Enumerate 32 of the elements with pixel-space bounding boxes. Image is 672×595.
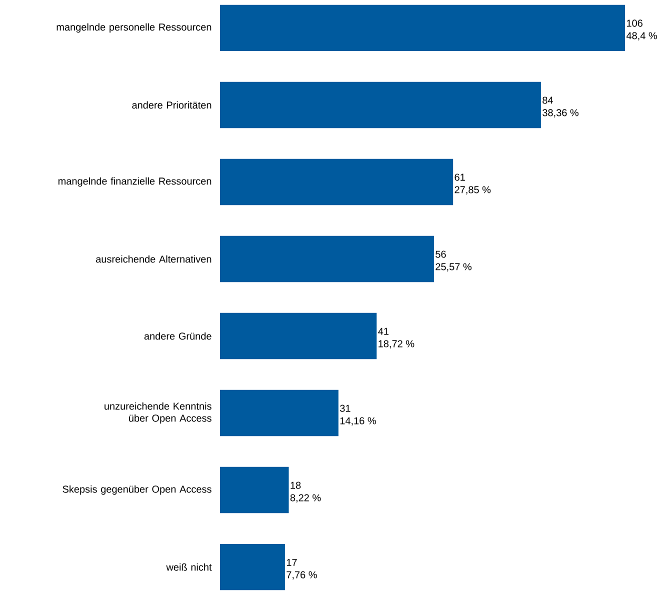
data-label: 31 [340, 404, 350, 412]
y-tick-label: andere Prioritäten [132, 101, 212, 109]
bar [220, 82, 541, 128]
bar [220, 312, 377, 360]
data-label: 56 [436, 250, 446, 258]
annotation: 48,4 % [626, 32, 658, 40]
y-tick-label: mangelnde finanzielle Ressourcen [58, 177, 212, 187]
bar [220, 466, 289, 514]
bar [220, 4, 626, 52]
annotation: 27,85 % [454, 186, 491, 194]
data-label: 17 [286, 558, 297, 566]
data-label: 61 [454, 174, 465, 181]
y-tick-label: Skepsis gegenüber Open Access [62, 485, 212, 495]
annotation: 18,72 % [378, 340, 414, 348]
data-label: 106 [626, 20, 642, 27]
bar [220, 390, 338, 436]
y-tick-label: mangelnde personelle Ressourcen [56, 23, 212, 33]
bar [220, 158, 454, 206]
y-tick-label: ausreichende Alternativen [96, 255, 212, 263]
annotation: 14,16 % [340, 417, 376, 426]
annotation: 25,57 % [436, 263, 472, 272]
annotation: 8,22 % [290, 494, 321, 503]
y-tick-label: andere Gründe [144, 332, 212, 340]
bar [220, 236, 434, 282]
y-tick-label: unzureichende Kenntnis über Open Access [104, 402, 212, 424]
y-tick-label: weiß nicht [166, 563, 212, 571]
data-label: 84 [542, 96, 553, 104]
bar [220, 544, 285, 590]
data-label: 41 [378, 328, 389, 335]
annotation: 38,36 % [542, 109, 578, 118]
annotation: 7,76 % [286, 571, 317, 580]
data-label: 18 [290, 482, 301, 489]
